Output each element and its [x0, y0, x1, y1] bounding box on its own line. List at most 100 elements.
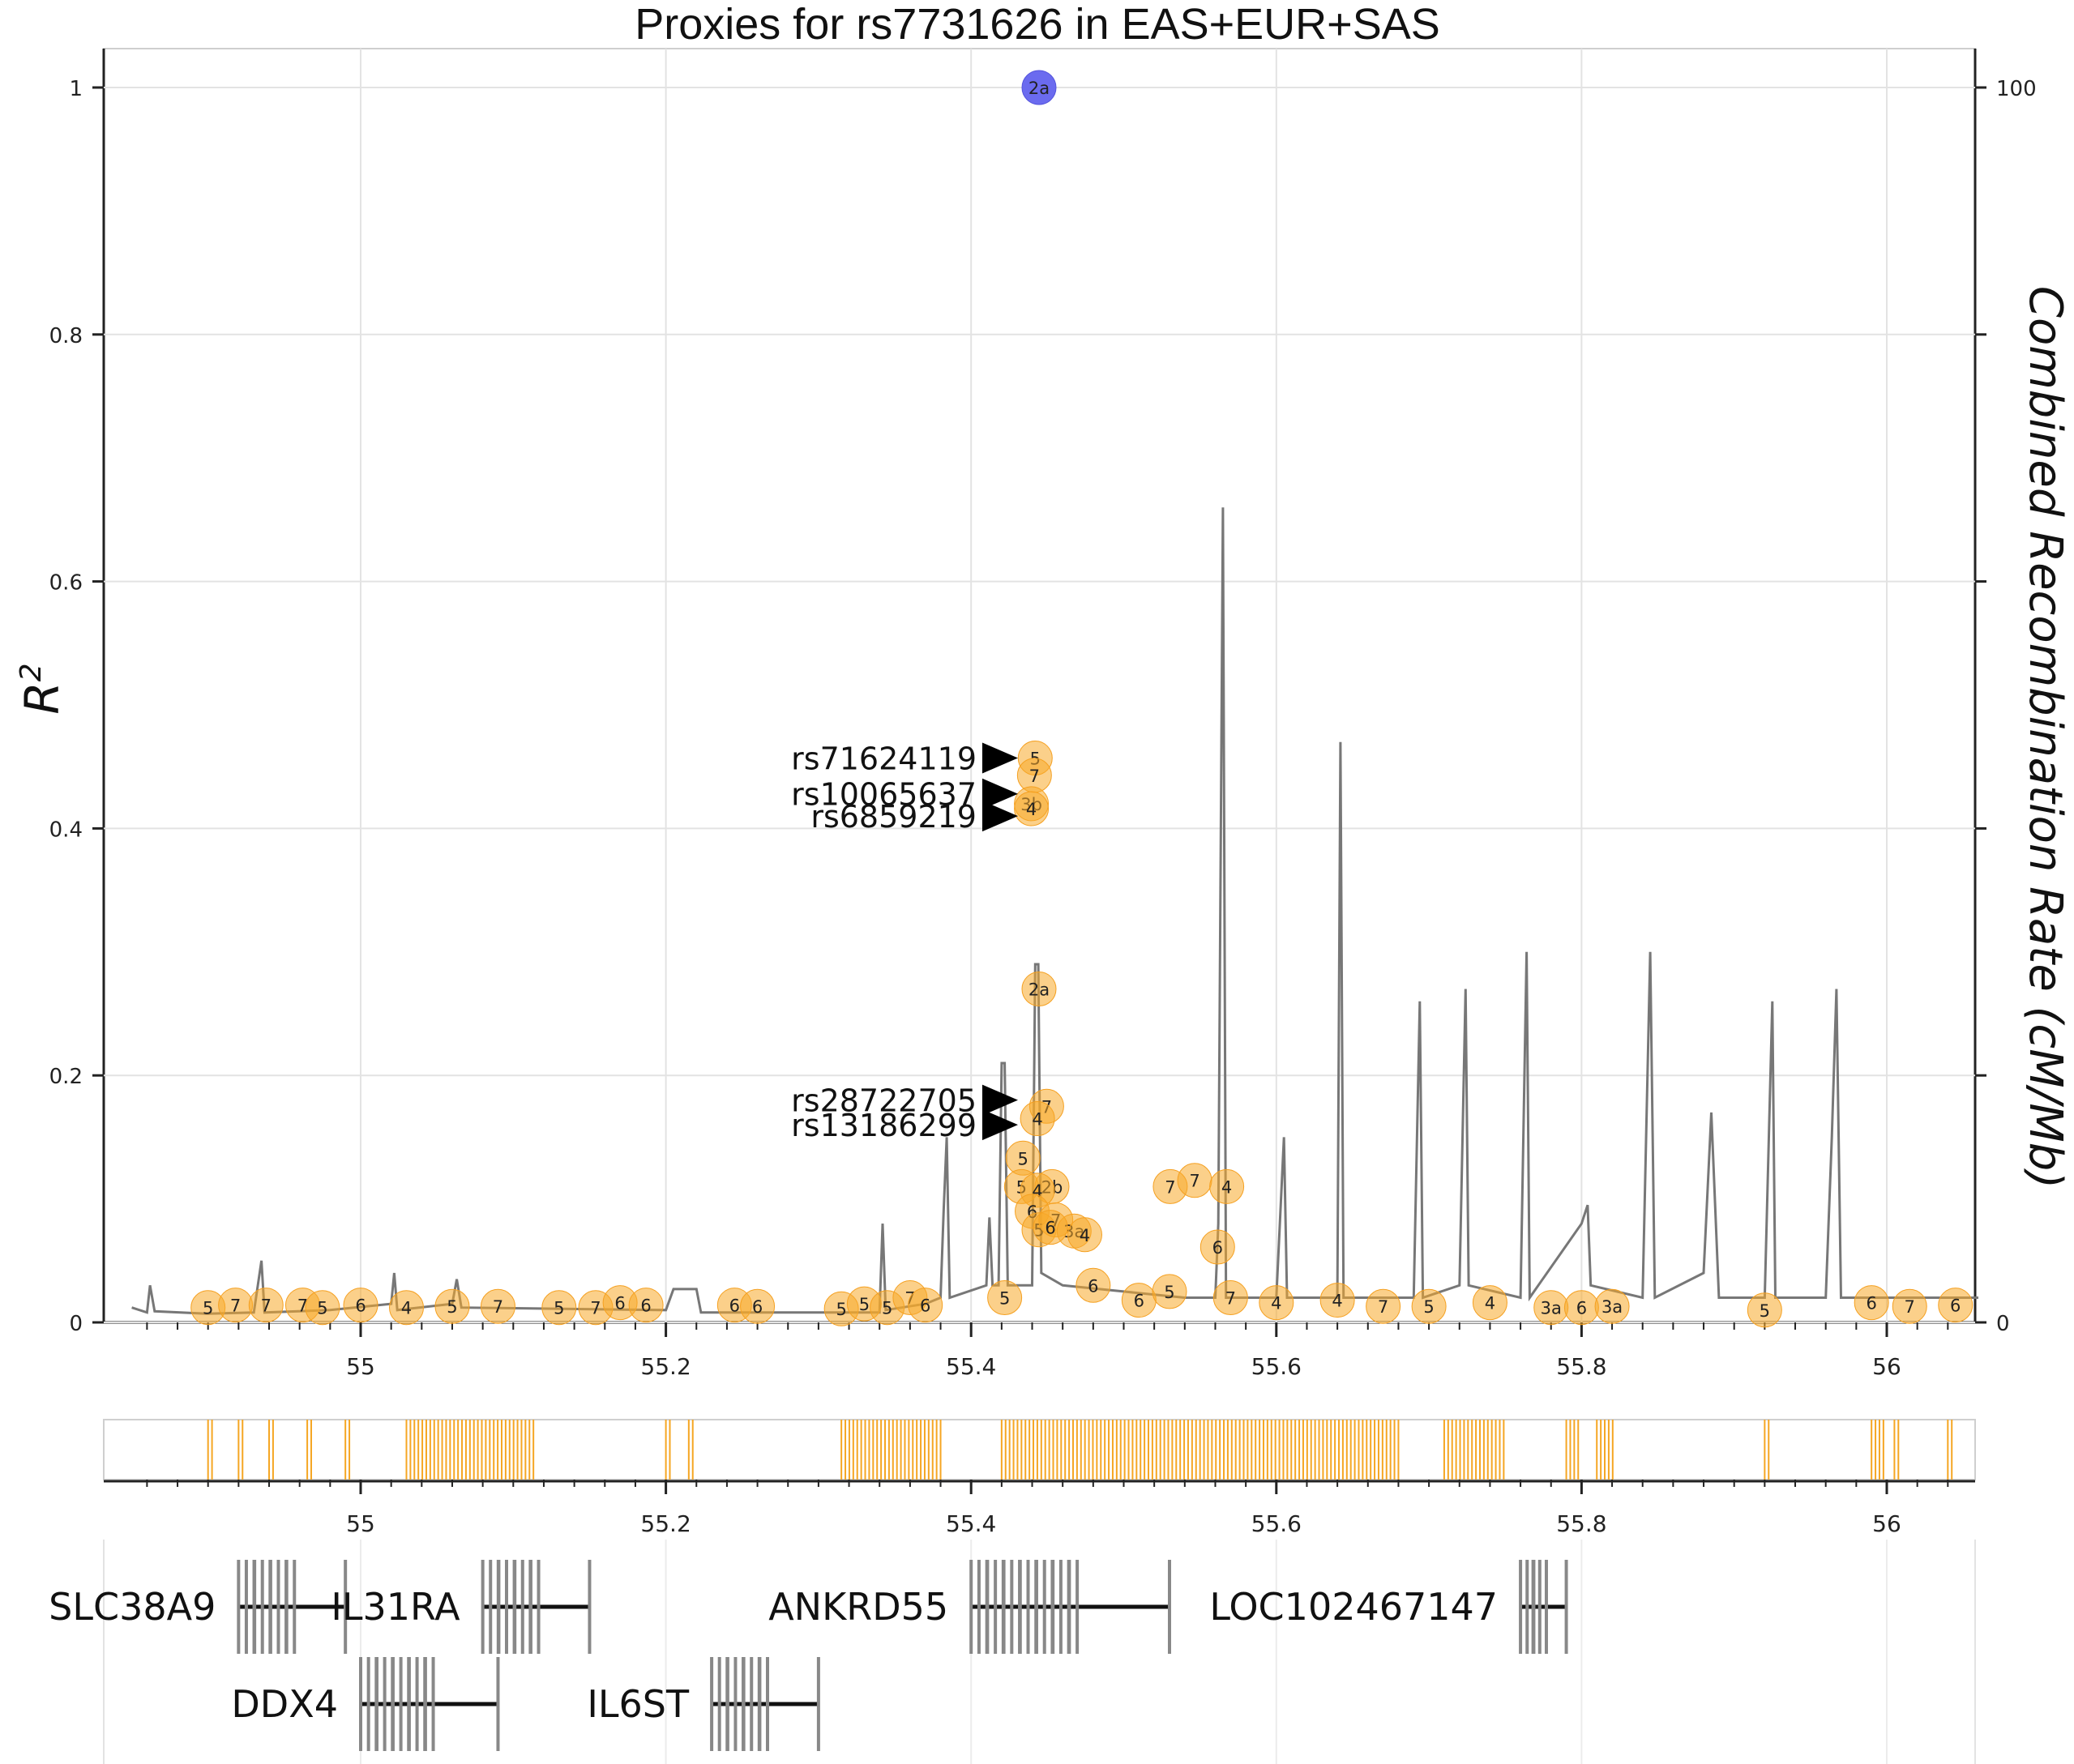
- main-plot-area: 00.20.40.60.8101005555.255.455.655.85657…: [49, 48, 2037, 1380]
- y-tick-label-right: 0: [1996, 1312, 2010, 1336]
- gene-label: IL6ST: [587, 1682, 690, 1726]
- gene-label: LOC102467147: [1209, 1585, 1498, 1629]
- density-x-tick-label: 55: [346, 1510, 375, 1537]
- proxy-point-label: 5: [1423, 1297, 1434, 1317]
- proxy-point: [740, 1288, 776, 1324]
- proxy-point: [480, 1288, 515, 1324]
- proxy-point: [1411, 1288, 1447, 1324]
- proxy-point: [1747, 1292, 1782, 1328]
- proxy-point-label: 2a: [1028, 980, 1050, 1000]
- chart-title: Proxies for rs7731626 in EAS+EUR+SAS: [635, 0, 1440, 49]
- proxy-point-label: 4: [1026, 800, 1037, 819]
- proxy-point: [1319, 1283, 1355, 1318]
- proxy-point: [1033, 1210, 1068, 1245]
- proxy-point-label: 7: [1905, 1297, 1915, 1317]
- proxy-point-label: 6: [640, 1296, 651, 1316]
- proxy-point: [628, 1288, 664, 1323]
- proxy-point: [1067, 1217, 1102, 1253]
- proxy-point-label: 6: [1950, 1296, 1961, 1316]
- proxy-point-label: 6: [1134, 1292, 1144, 1311]
- proxy-points: 573b42a74552b46573a647746577756457576666…: [190, 70, 1974, 1328]
- proxy-point-label: 7: [261, 1296, 272, 1316]
- proxy-point: [434, 1288, 470, 1324]
- proxy-point: [1472, 1285, 1507, 1321]
- proxy-point: [1020, 1101, 1055, 1137]
- snp-annotation-arrow: [982, 1084, 1018, 1116]
- y-axis-label-right: Combined Recombination Rate (cM/Mb): [2019, 286, 2072, 1189]
- proxy-point-label: 3a: [1601, 1297, 1623, 1317]
- gene-label: ANKRD55: [768, 1585, 948, 1629]
- snp-annotation-arrow: [982, 801, 1018, 832]
- proxy-point: [1014, 791, 1050, 826]
- proxy-point-label: 5: [999, 1289, 1010, 1309]
- density-x-tick-label: 56: [1872, 1510, 1901, 1537]
- proxy-point-label: 5: [317, 1299, 327, 1318]
- proxy-point: [1152, 1274, 1187, 1309]
- proxy-point: [541, 1290, 577, 1326]
- proxy-point-label: 6: [729, 1296, 740, 1316]
- y-tick-label-left: 0.8: [49, 324, 83, 348]
- proxy-point-label: 6: [1576, 1299, 1587, 1318]
- variant-density-track: 55 55.2 55.4 55.6 55.8 56: [103, 1419, 1976, 1537]
- proxy-point-label: 4: [1271, 1294, 1281, 1313]
- proxy-point-label: 7: [230, 1296, 241, 1316]
- y-tick-label-left: 0.2: [49, 1065, 83, 1089]
- y-tick-label-left: 1: [69, 77, 83, 101]
- proxy-point: [1594, 1288, 1630, 1324]
- proxy-point: [1259, 1285, 1294, 1321]
- proxy-point-label: 5: [203, 1299, 213, 1318]
- proxy-point: [343, 1288, 378, 1323]
- proxy-point: [305, 1290, 340, 1326]
- proxy-point: [1212, 1280, 1248, 1316]
- proxy-point-label: 7: [1378, 1297, 1388, 1317]
- proxy-point-label: 5: [859, 1295, 870, 1314]
- density-x-tick-label: 55.4: [946, 1510, 996, 1537]
- y-tick-label-left: 0.6: [49, 571, 83, 596]
- proxy-point: [1021, 972, 1057, 1007]
- proxy-point-label: 7: [590, 1299, 601, 1318]
- proxy-point: [248, 1288, 284, 1323]
- proxy-point-label: 4: [1485, 1294, 1495, 1313]
- proxy-point-label: 4: [1221, 1177, 1232, 1197]
- gene-label: SLC38A9: [49, 1585, 216, 1629]
- proxy-point-label: 4: [1032, 1110, 1042, 1130]
- proxy-point-label: 6: [1866, 1294, 1876, 1313]
- snp-annotation-label: rs13186299: [791, 1108, 977, 1143]
- proxy-point: [1892, 1288, 1927, 1324]
- snp-annotation-arrow: [982, 778, 1018, 809]
- density-x-tick-label: 55.8: [1556, 1510, 1606, 1537]
- proxy-point: [388, 1290, 424, 1326]
- proxy-point-label: 5: [1164, 1283, 1174, 1302]
- snp-annotation-arrow: [982, 1109, 1018, 1141]
- query-snp-label: 2a: [1028, 79, 1050, 98]
- proxy-point-label: 5: [1760, 1301, 1770, 1321]
- x-tick-label: 55.6: [1251, 1353, 1302, 1380]
- proxy-point: [1366, 1288, 1401, 1324]
- proxy-point-label: 5: [554, 1299, 564, 1318]
- x-tick-label: 56: [1872, 1353, 1901, 1380]
- proxy-point-label: 7: [1165, 1177, 1175, 1197]
- proxy-point: [1854, 1285, 1889, 1321]
- x-tick-label: 55.2: [640, 1353, 691, 1380]
- y-axis-label-left: R2: [15, 663, 70, 714]
- proxy-point-label: 6: [614, 1294, 625, 1313]
- x-tick-label: 55: [346, 1353, 375, 1380]
- proxy-point-label: 6: [920, 1296, 930, 1316]
- proxy-point-label: 5: [447, 1297, 457, 1317]
- proxy-point-label: 6: [355, 1296, 366, 1316]
- snp-annotation-label: rs6859219: [810, 799, 977, 835]
- proxy-point-label: 7: [1225, 1289, 1236, 1309]
- snp-annotation-label: rs10065637: [791, 777, 977, 813]
- gene-label: IL31RA: [331, 1585, 460, 1629]
- x-tick-label: 55.4: [946, 1353, 996, 1380]
- y-tick-label-right: 100: [1996, 77, 2037, 101]
- gene-track: SLC38A9 IL31RA ANKRD55 LOC102467147 DDX4 IL6S…: [49, 1540, 1976, 1764]
- proxy-point-label: 7: [297, 1296, 308, 1316]
- gene-label: DDX4: [231, 1682, 338, 1726]
- proxy-point-label: 4: [1332, 1292, 1342, 1311]
- proxy-point-label: 7: [493, 1297, 503, 1317]
- snp-annotation-arrow: [982, 742, 1018, 774]
- density-x-tick-label: 55.6: [1251, 1510, 1302, 1537]
